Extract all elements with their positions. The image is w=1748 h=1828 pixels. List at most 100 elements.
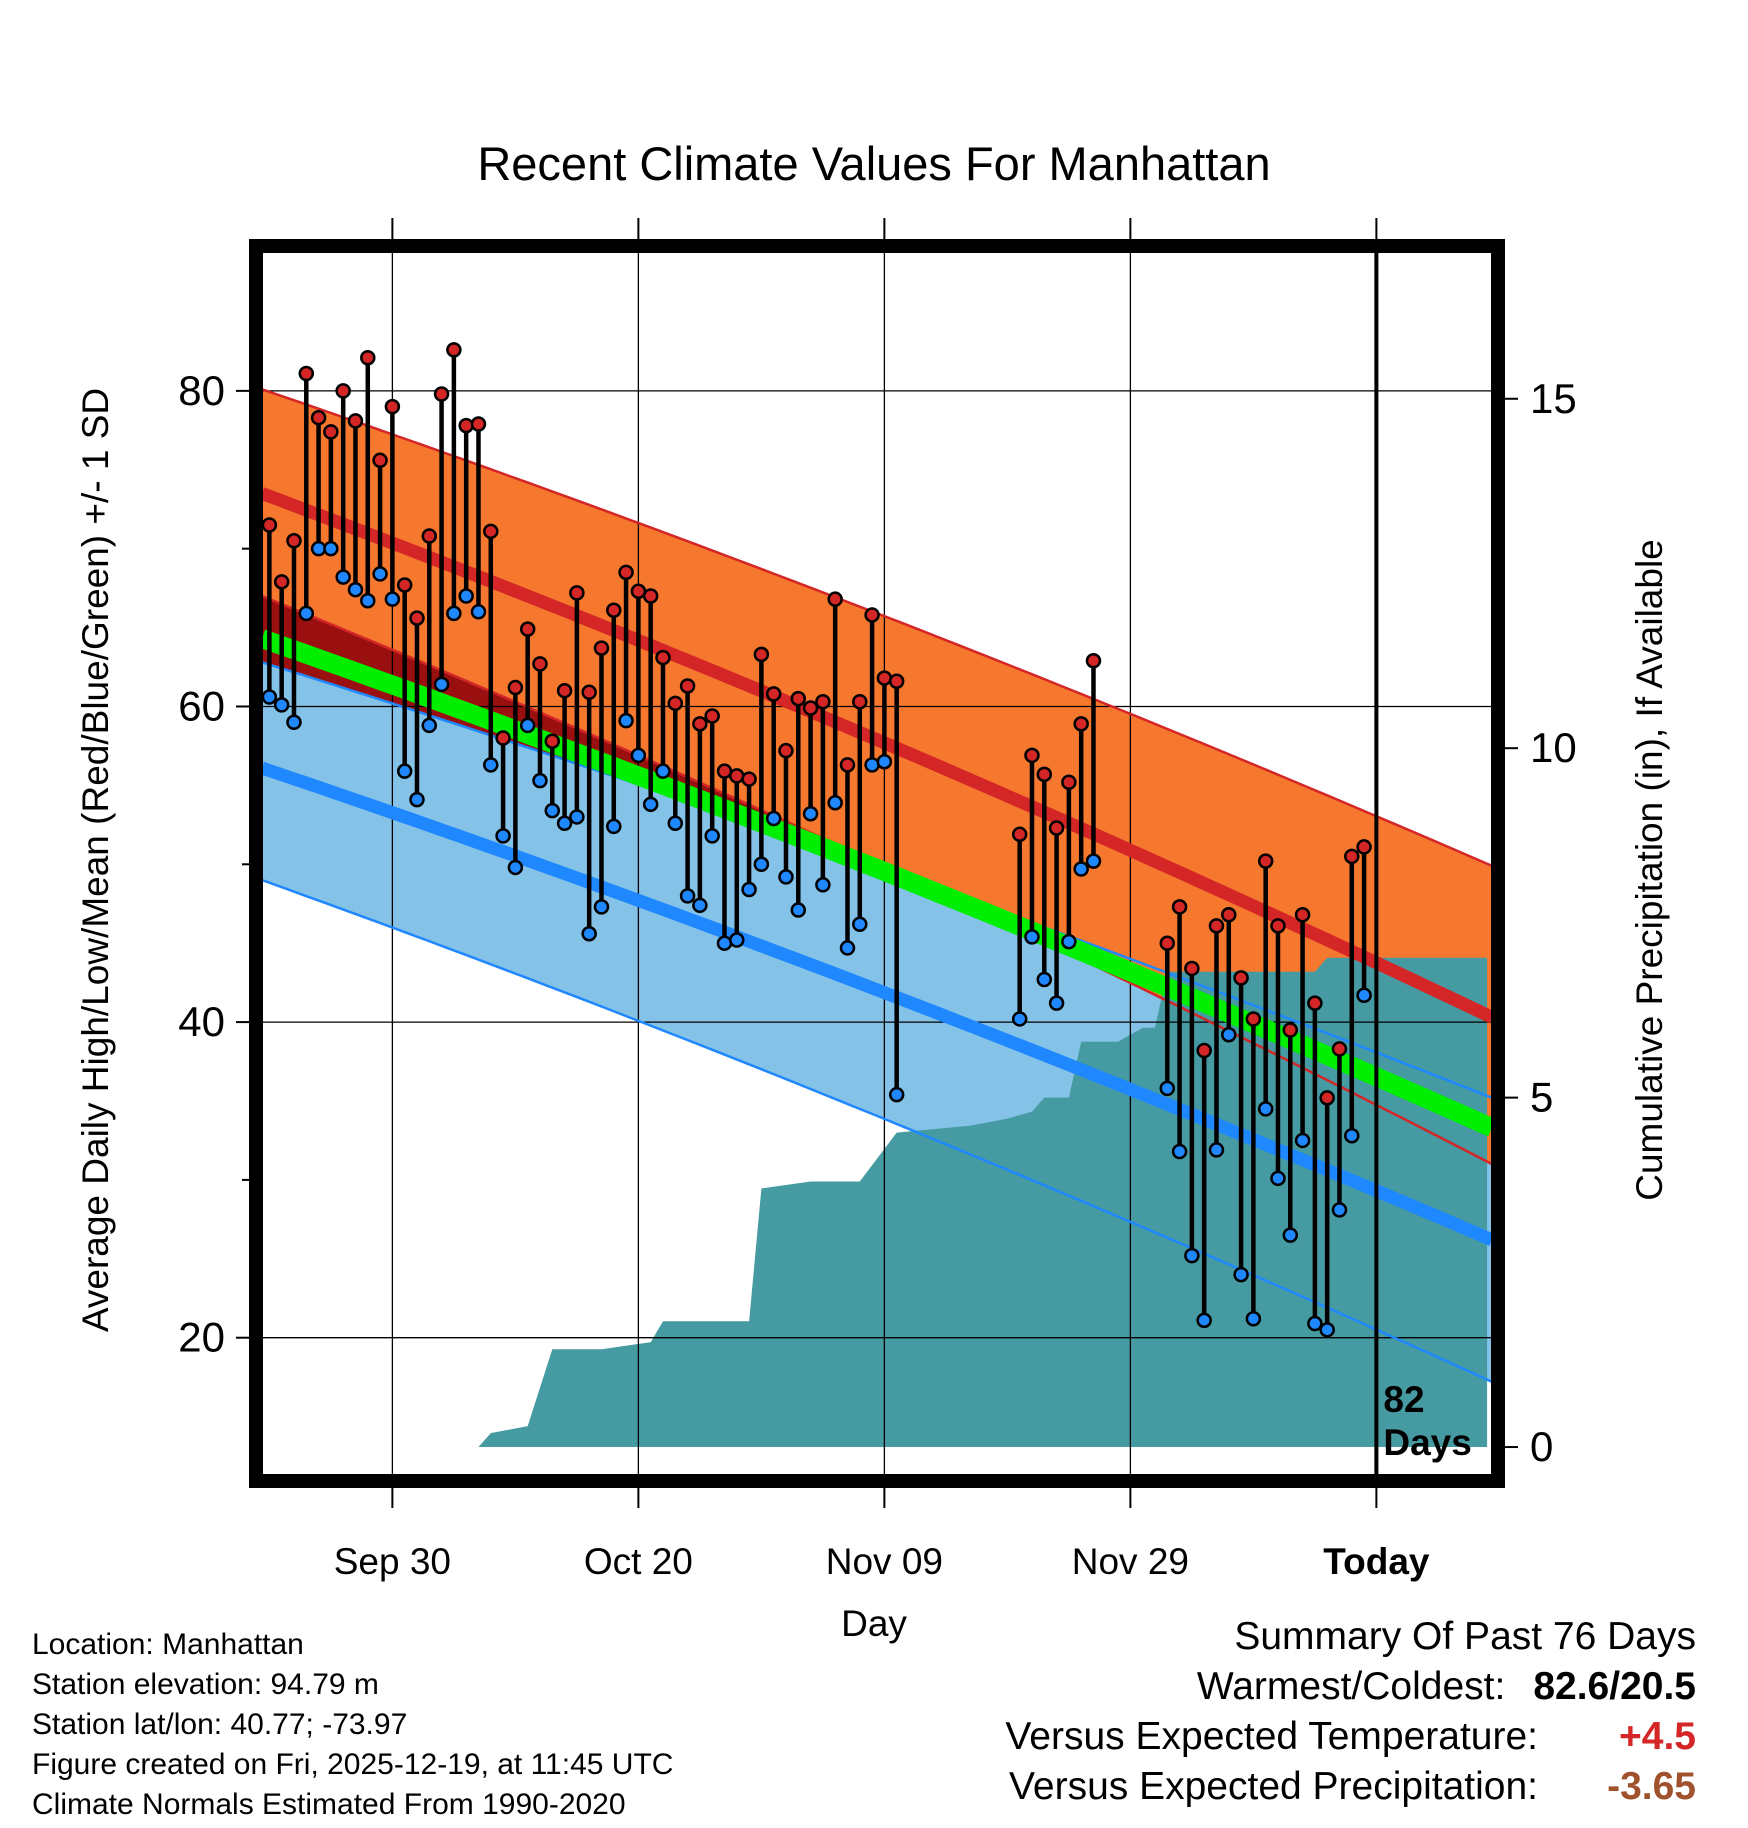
latlon-text: Station lat/lon: 40.77; -73.97 bbox=[32, 1708, 408, 1741]
obs-high-point bbox=[864, 607, 880, 623]
obs-low-point bbox=[1011, 1011, 1028, 1027]
obs-low-point bbox=[1196, 1312, 1212, 1329]
obs-low-point bbox=[262, 689, 278, 705]
obs-high-point bbox=[679, 678, 696, 694]
obs-low-point bbox=[1171, 1143, 1188, 1160]
obs-low-point bbox=[729, 932, 745, 948]
obs-low-point bbox=[1208, 1142, 1225, 1158]
obs-high-point bbox=[876, 670, 893, 686]
obs-high-point bbox=[1085, 652, 1102, 669]
obs-low-point bbox=[1233, 1266, 1249, 1283]
obs-low-point bbox=[1245, 1311, 1262, 1327]
obs-high-point bbox=[335, 383, 351, 399]
obs-high-point bbox=[1073, 716, 1089, 732]
obs-high-point bbox=[544, 733, 561, 749]
obs-low-point bbox=[790, 902, 807, 918]
precip-value: -3.65 bbox=[1607, 1765, 1696, 1808]
low-lower-line bbox=[262, 878, 1492, 1384]
obs-high-point bbox=[716, 763, 733, 779]
obs-low-point bbox=[888, 1086, 905, 1103]
station-info: Location: Manhattan Station elevation: 9… bbox=[32, 1625, 673, 1825]
obs-low-point bbox=[655, 763, 671, 779]
obs-low-point bbox=[765, 810, 782, 827]
obs-low-point bbox=[667, 815, 684, 832]
obs-low-point bbox=[458, 588, 474, 604]
obs-low-point bbox=[1307, 1315, 1323, 1332]
y-tick-label: 80 bbox=[178, 367, 225, 414]
y-tick-label: 20 bbox=[178, 1314, 225, 1361]
obs-low-point bbox=[446, 605, 462, 622]
obs-high-point bbox=[519, 621, 536, 637]
y2-tick-label: 5 bbox=[1530, 1074, 1553, 1121]
obs-high-point bbox=[618, 564, 634, 581]
obs-low-point bbox=[310, 540, 327, 557]
obs-high-point bbox=[273, 574, 290, 590]
obs-high-point bbox=[852, 693, 868, 710]
warmest-label: Warmest/Coldest: bbox=[1196, 1665, 1506, 1708]
obs-low-point bbox=[1036, 971, 1053, 988]
obs-high-point bbox=[298, 365, 315, 382]
normals-text: Climate Normals Estimated From 1990-2020 bbox=[32, 1788, 626, 1821]
obs-high-point bbox=[1061, 774, 1077, 790]
obs-low-point bbox=[827, 794, 843, 811]
x-tick-label: Sep 30 bbox=[334, 1541, 451, 1582]
obs-high-point bbox=[286, 533, 302, 549]
obs-low-point bbox=[1344, 1127, 1360, 1144]
obs-high-point bbox=[433, 386, 450, 402]
obs-low-point bbox=[556, 815, 573, 832]
obs-high-point bbox=[888, 673, 905, 689]
chart-title: Recent Climate Values For Manhattan bbox=[477, 137, 1270, 190]
obs-low-point bbox=[581, 925, 597, 942]
obs-low-point bbox=[409, 791, 425, 808]
obs-high-point bbox=[483, 523, 499, 540]
obs-high-point bbox=[1307, 995, 1323, 1011]
obs-high-point bbox=[1221, 907, 1237, 923]
today-days-number: 82 bbox=[1383, 1379, 1424, 1420]
obs-low-point bbox=[1221, 1026, 1237, 1043]
obs-high-point bbox=[310, 409, 327, 426]
obs-high-point bbox=[323, 424, 339, 440]
obs-low-point bbox=[1356, 987, 1372, 1004]
obs-high-point bbox=[1036, 766, 1053, 783]
location-text: Location: Manhattan bbox=[32, 1628, 304, 1661]
obs-high-point bbox=[729, 768, 745, 784]
created-text: Figure created on Fri, 2025-12-19, at 11… bbox=[32, 1748, 674, 1781]
x-tick-label: Oct 20 bbox=[584, 1541, 693, 1582]
obs-low-point bbox=[778, 869, 794, 885]
obs-high-point bbox=[815, 693, 831, 710]
obs-high-point bbox=[1011, 826, 1028, 843]
obs-high-point bbox=[1208, 918, 1225, 934]
obs-low-point bbox=[741, 881, 757, 898]
y2-axis-label: Cumulative Precipitation (in), If Availa… bbox=[1629, 539, 1670, 1201]
obs-high-point bbox=[1257, 853, 1274, 869]
obs-low-point bbox=[470, 604, 487, 620]
y2-tick-label: 15 bbox=[1530, 375, 1577, 422]
summary-title: Summary Of Past 76 Days bbox=[1234, 1615, 1696, 1658]
precip-label: Versus Expected Precipitation: bbox=[1009, 1765, 1538, 1808]
obs-low-point bbox=[1257, 1101, 1274, 1117]
obs-high-point bbox=[372, 452, 388, 469]
obs-low-point bbox=[1319, 1322, 1335, 1338]
obs-low-point bbox=[1270, 1170, 1286, 1187]
obs-low-point bbox=[569, 809, 585, 825]
obs-high-point bbox=[1024, 747, 1040, 764]
obs-high-point bbox=[1233, 970, 1249, 986]
obs-low-point bbox=[839, 940, 856, 956]
obs-high-point bbox=[827, 591, 843, 607]
obs-high-point bbox=[409, 610, 425, 626]
obs-low-point bbox=[433, 676, 450, 693]
obs-low-point bbox=[606, 818, 622, 835]
obs-low-point bbox=[864, 757, 880, 773]
obs-high-point bbox=[1196, 1042, 1212, 1059]
obs-low-point bbox=[815, 877, 831, 893]
obs-high-point bbox=[692, 716, 708, 732]
obs-high-point bbox=[532, 656, 548, 672]
obs-low-point bbox=[1085, 853, 1102, 869]
obs-low-point bbox=[273, 697, 290, 713]
obs-high-point bbox=[262, 517, 278, 533]
obs-high-point bbox=[1245, 1011, 1262, 1027]
obs-high-point bbox=[802, 700, 819, 716]
x-axis-label: Day bbox=[841, 1603, 907, 1644]
obs-low-point bbox=[1294, 1132, 1311, 1149]
